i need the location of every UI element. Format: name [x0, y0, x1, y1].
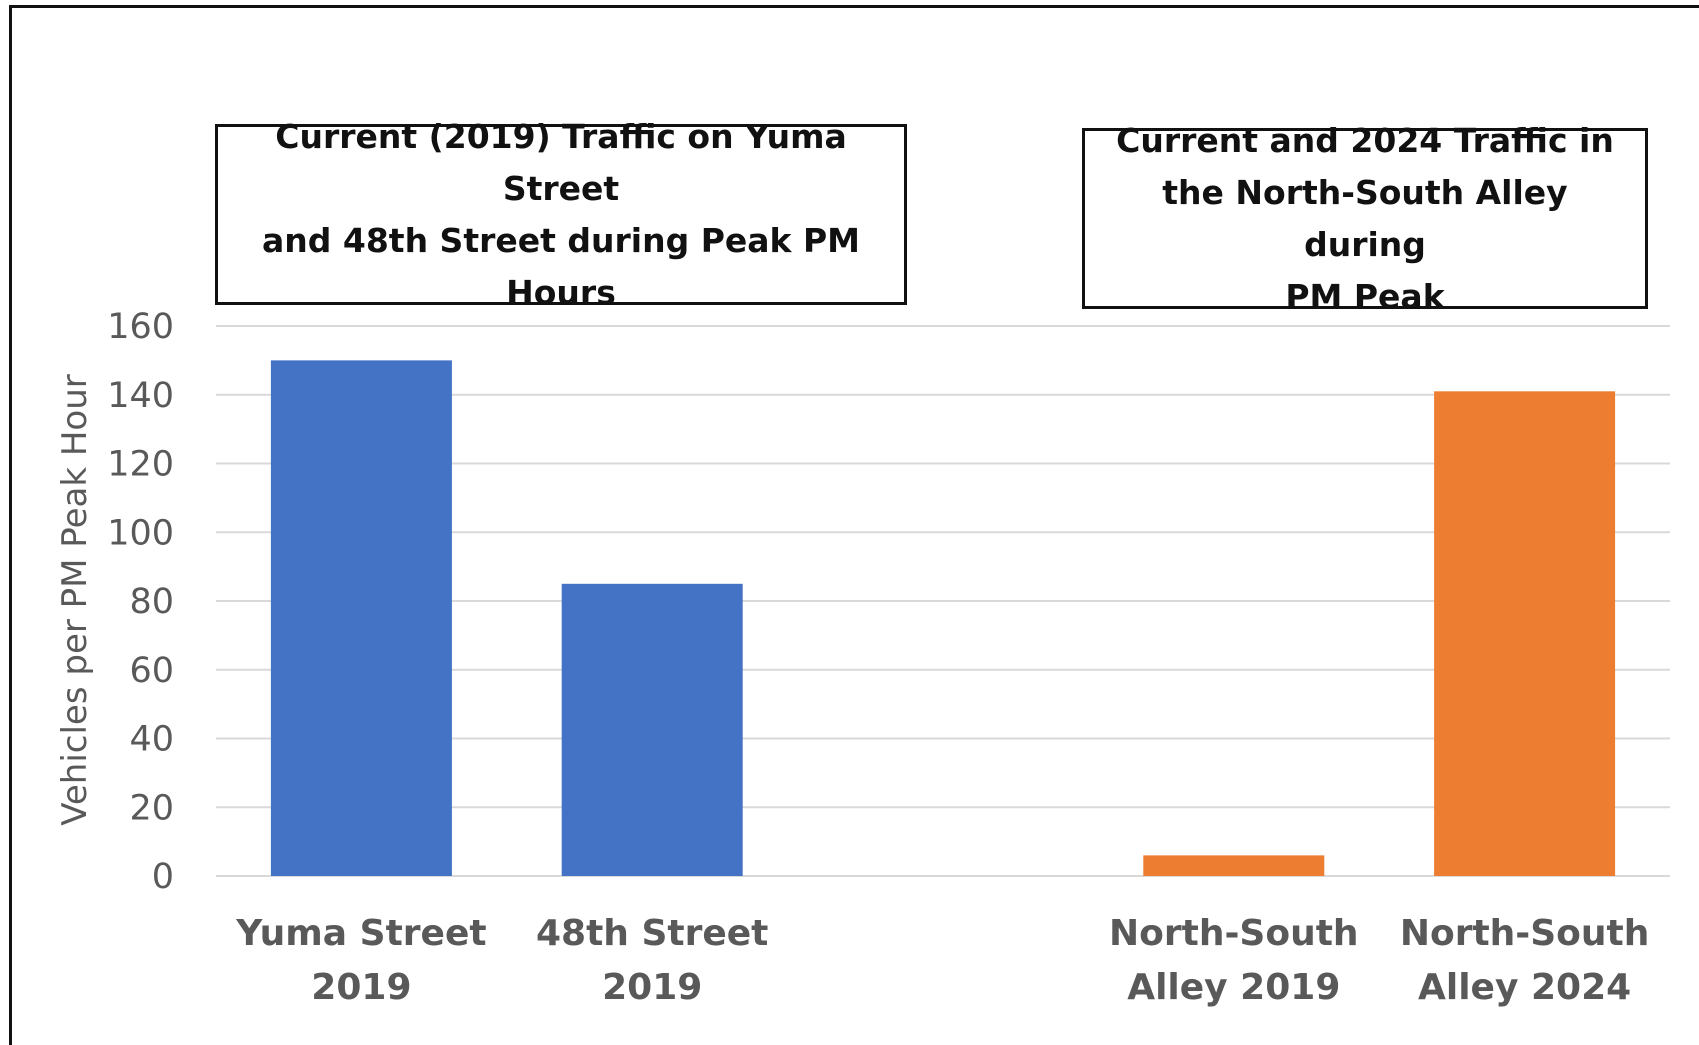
annotation-right-line-2: the North-South Alley during — [1162, 172, 1568, 264]
y-tick-label: 20 — [129, 788, 174, 828]
annotation-box-right: Current and 2024 Traffic in the North-So… — [1082, 121, 1648, 316]
y-tick-label: 80 — [129, 582, 174, 622]
y-axis-label: Vehicles per PM Peak Hour — [55, 374, 95, 826]
y-axis-ticks: 0 20 40 60 80 100 120 140 160 — [107, 307, 174, 897]
y-tick-label: 60 — [129, 651, 174, 691]
y-tick-label: 160 — [107, 307, 174, 347]
x-category-label: North-South — [1400, 913, 1650, 954]
y-tick-label: 0 — [152, 857, 174, 897]
x-category-label: Yuma Street — [235, 913, 486, 954]
annotation-right-line-3: PM Peak — [1285, 276, 1445, 316]
bar-3 — [1143, 855, 1325, 876]
bar-0 — [270, 360, 452, 876]
annotation-left-line-3: Hours — [506, 272, 616, 312]
x-axis-categories: Yuma Street 2019 48th Street 2019 North-Sout… — [235, 913, 1649, 1008]
x-category-label: 2019 — [311, 967, 411, 1008]
bar-4 — [1434, 391, 1616, 876]
bar-1 — [561, 583, 743, 876]
chart-frame — [9, 5, 1699, 1045]
x-category-label: 48th Street — [536, 913, 768, 954]
x-category-label: Alley 2019 — [1127, 967, 1340, 1008]
bars — [270, 360, 1616, 876]
annotation-box-left: Current (2019) Traffic on Yuma Street an… — [215, 117, 907, 312]
annotation-left-line-1: Current (2019) Traffic on Yuma Street — [275, 116, 847, 208]
x-category-label: 2019 — [602, 967, 702, 1008]
y-tick-label: 40 — [129, 720, 174, 760]
annotation-right-line-1: Current and 2024 Traffic in — [1116, 120, 1614, 160]
x-category-label: Alley 2024 — [1418, 967, 1631, 1008]
y-tick-label: 140 — [107, 376, 174, 416]
annotation-left-line-2: and 48th Street during Peak PM — [262, 220, 860, 260]
x-category-label: North-South — [1109, 913, 1359, 954]
gridlines — [216, 325, 1670, 877]
y-tick-label: 120 — [107, 445, 174, 485]
y-tick-label: 100 — [107, 513, 174, 553]
